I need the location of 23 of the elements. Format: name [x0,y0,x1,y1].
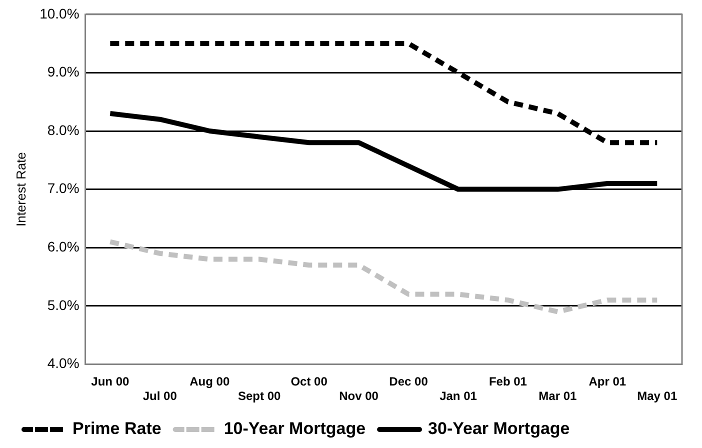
y-tick-label: 10.0% [40,5,80,22]
y-tick-label: 4.0% [47,355,80,372]
x-tick-label: Sept 00 [238,389,282,404]
x-tick-label: Mar 01 [538,389,578,404]
y-tick-label: 6.0% [47,238,80,254]
x-tick-label: Jan 01 [440,389,478,404]
x-tick-label: Oct 00 [290,374,328,389]
legend-label: Prime Rate [72,419,162,438]
legend-label: 10-Year Mortgage [224,419,366,438]
x-tick-label: May 01 [637,389,678,404]
y-tick-label: 8.0% [47,122,80,138]
y-tick-label: 7.0% [47,180,80,196]
x-tick-label: Nov 00 [339,389,379,404]
y-tick-label: 5.0% [47,296,80,313]
x-tick-label: Dec 00 [389,374,428,389]
legend-label: 30-Year Mortgage [428,419,570,438]
x-tick-label: Apr 01 [588,374,626,389]
x-tick-label: Jul 00 [142,389,178,404]
x-tick-label: Jun 00 [91,374,130,389]
x-tick-label: Feb 01 [488,374,528,389]
y-tick-label: 9.0% [47,64,80,80]
y-axis-title: Interest Rate [13,152,28,227]
x-tick-label: Aug 00 [190,374,230,389]
